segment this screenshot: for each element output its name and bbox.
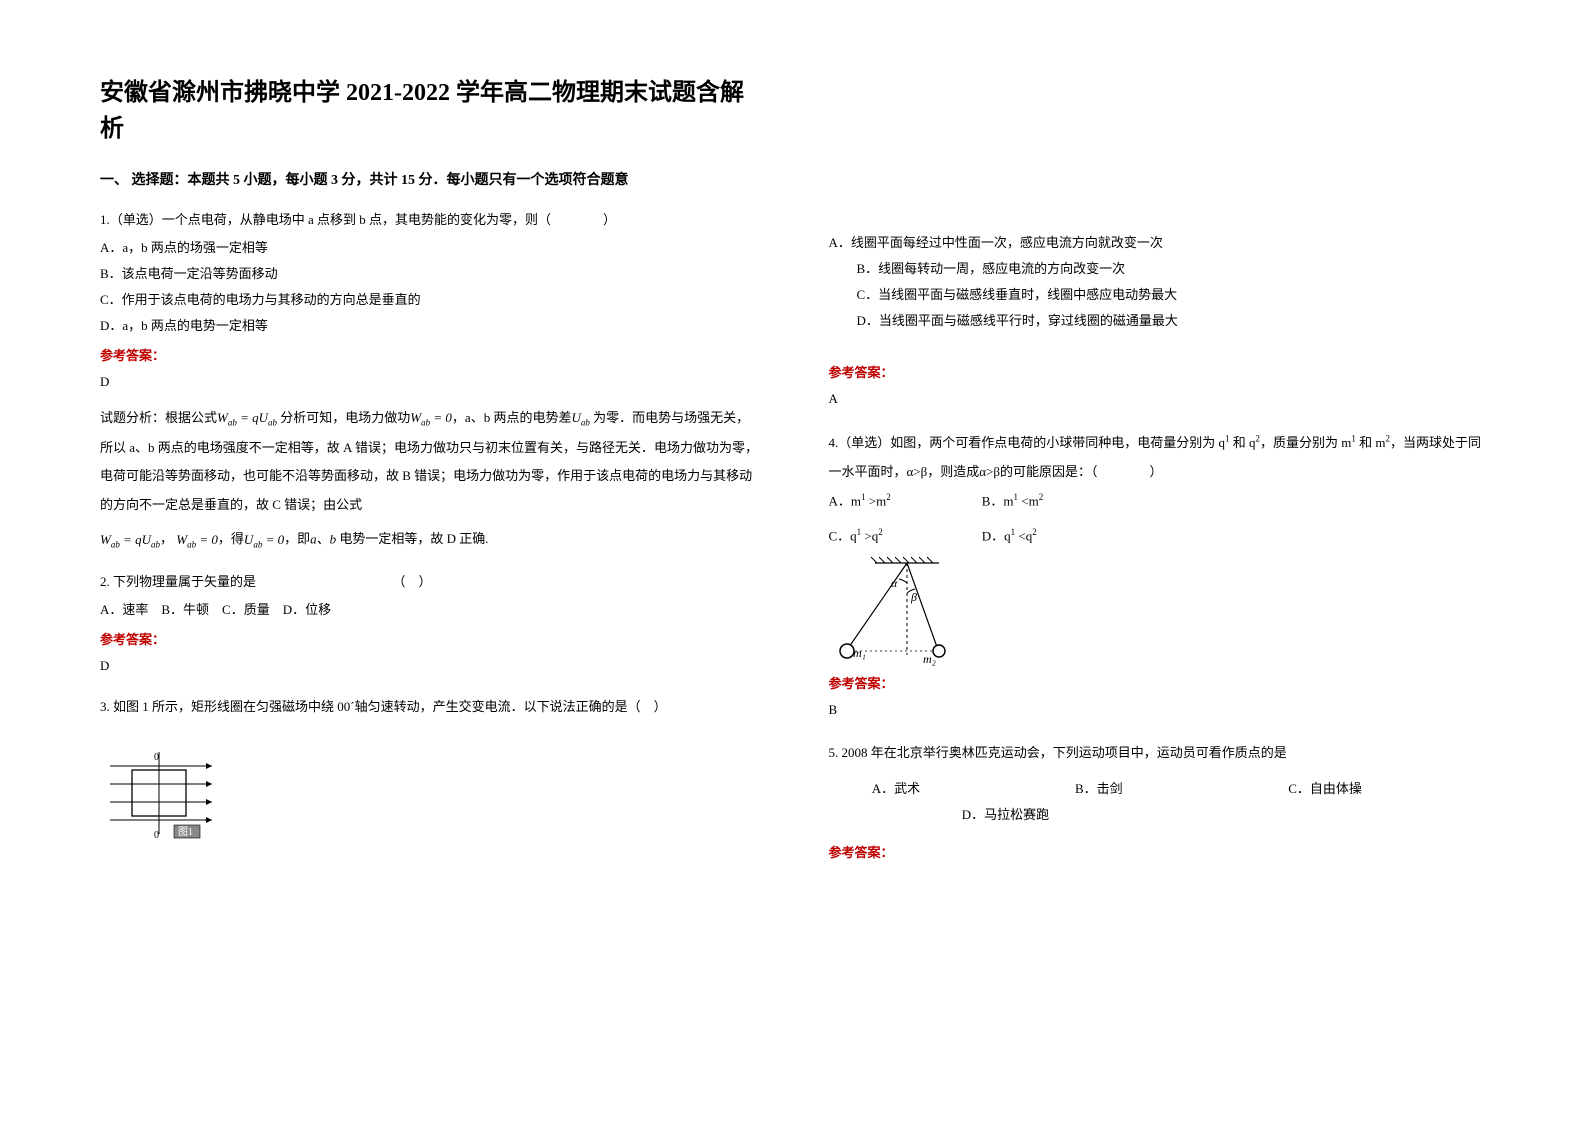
formula-uab-0: Uab = 0 — [244, 532, 284, 547]
question-4: 4.（单选）如图，两个可看作点电荷的小球带同种电，电荷量分别为 q1 和 q2，… — [829, 429, 1488, 732]
q1-answer-label: 参考答案： — [100, 345, 759, 364]
question-2: 2. 下列物理量属于矢量的是 （ ） A．速率 B．牛顿 C．质量 D．位移 参… — [100, 569, 759, 688]
q1-l2-sep3: ，即 — [284, 531, 310, 546]
q3-stem: 3. 如图 1 所示，矩形线圈在匀强磁场中绕 00´轴匀速转动，产生交变电流．以… — [100, 696, 759, 718]
svg-text:m₂: m₂ — [923, 652, 936, 666]
q3-diagram: 0 0 图1 — [104, 748, 759, 840]
coil-field-diagram-svg: 0 0 图1 — [104, 748, 224, 840]
question-3-options: A．线圈平面每经过中性面一次，感应电流方向就改变一次 B．线圈每转动一周，感应电… — [829, 230, 1488, 421]
q3-option-d: D．当线圈平面与磁感线平行时，穿过线圈的磁通量最大 — [829, 308, 1488, 334]
q1-l2-sep2: ，得 — [218, 531, 244, 546]
right-column: A．线圈平面每经过中性面一次，感应电流方向就改变一次 B．线圈每转动一周，感应电… — [829, 75, 1488, 1047]
q1-l2-sep1: ， — [160, 531, 173, 546]
diagram-label: 图1 — [178, 826, 193, 838]
q5-option-b: B．击剑 — [1075, 776, 1285, 802]
q4-option-d: D．q1 <q2 — [982, 523, 1037, 549]
formula-wab-quab-2: Wab = qUab — [100, 532, 160, 547]
question-1: 1.（单选）一个点电荷，从静电场中 a 点移到 b 点，其电势能的变化为零，则（… — [100, 207, 759, 561]
q1-option-a: A．a，b 两点的场强一定相等 — [100, 235, 759, 261]
svg-text:0: 0 — [154, 830, 159, 840]
q4-options-row1: A．m1 >m2 B．m1 <m2 — [829, 488, 1488, 514]
section-1-heading: 一、 选择题：本题共 5 小题，每小题 3 分，共计 15 分．每小题只有一个选… — [100, 169, 759, 189]
q1-l2-end: 电势一定相等，故 D 正确. — [336, 531, 488, 546]
question-5: 5. 2008 年在北京举行奥林匹克运动会，下列运动项目中，运动员可看作质点的是… — [829, 740, 1488, 871]
q5-option-c: C．自由体操 — [1288, 781, 1362, 796]
q4-option-a: A．m1 >m2 — [829, 488, 979, 514]
q4-stem: 4.（单选）如图，两个可看作点电荷的小球带同种电，电荷量分别为 q1 和 q2，… — [829, 429, 1488, 486]
q2-options: A．速率 B．牛顿 C．质量 D．位移 — [100, 597, 759, 623]
q4-answer-label: 参考答案： — [829, 673, 1488, 692]
pendulum-diagram-svg: α β m₁ m₂ — [829, 555, 979, 667]
q3-answer-label: 参考答案： — [829, 362, 1488, 381]
q2-answer-label: 参考答案： — [100, 629, 759, 648]
q3-option-a: A．线圈平面每经过中性面一次，感应电流方向就改变一次 — [829, 230, 1488, 256]
q5-option-a: A．武术 — [872, 776, 1072, 802]
formula-uab-1: Uab — [571, 410, 589, 425]
formula-wab-0-2: Wab = 0 — [176, 532, 218, 547]
q4-answer: B — [829, 702, 1488, 718]
q1-explanation-line2: Wab = qUab， Wab = 0，得Uab = 0，即a、b 电势一定相等… — [100, 525, 759, 555]
q4-option-c: C．q1 >q2 — [829, 523, 979, 549]
q2-answer: D — [100, 658, 759, 674]
q1-option-d: D．a，b 两点的电势一定相等 — [100, 313, 759, 339]
q1-option-b: B．该点电荷一定沿等势面移动 — [100, 261, 759, 287]
q1-stem: 1.（单选）一个点电荷，从静电场中 a 点移到 b 点，其电势能的变化为零，则（… — [100, 207, 759, 233]
q5-stem: 5. 2008 年在北京举行奥林匹克运动会，下列运动项目中，运动员可看作质点的是 — [829, 740, 1488, 766]
q4-diagram: α β m₁ m₂ — [829, 555, 1488, 667]
left-column: 安徽省滁州市拂晓中学 2021-2022 学年高二物理期末试题含解析 一、 选择… — [100, 75, 759, 1047]
q1-explanation: 试题分析：根据公式Wab = qUab 分析可知，电场力做功Wab = 0，a、… — [100, 404, 759, 519]
q1-exp-text-2: 分析可知，电场力做功 — [277, 410, 410, 425]
q3-option-c: C．当线圈平面与磁感线垂直时，线圈中感应电动势最大 — [829, 282, 1488, 308]
svg-text:m₁: m₁ — [853, 646, 866, 660]
q5-answer-label: 参考答案： — [829, 842, 1488, 861]
q1-option-c: C．作用于该点电荷的电场力与其移动的方向总是垂直的 — [100, 287, 759, 313]
q3-answer: A — [829, 391, 1488, 407]
q2-stem: 2. 下列物理量属于矢量的是 （ ） — [100, 569, 759, 595]
q5-option-d: D．马拉松赛跑 — [962, 807, 1049, 822]
svg-text:β: β — [910, 590, 917, 604]
q4-options-row2: C．q1 >q2 D．q1 <q2 — [829, 523, 1488, 549]
formula-ab: a、b — [310, 532, 336, 547]
q5-options-row1: A．武术 B．击剑 C．自由体操 — [829, 776, 1488, 802]
q1-exp-text-1: 试题分析：根据公式 — [100, 410, 217, 425]
formula-wab-0-1: Wab = 0 — [410, 410, 452, 425]
question-3: 3. 如图 1 所示，矩形线圈在匀强磁场中绕 00´轴匀速转动，产生交变电流．以… — [100, 696, 759, 840]
q5-options-row2: D．马拉松赛跑 — [829, 802, 1488, 828]
svg-text:α: α — [891, 576, 898, 590]
q3-option-b: B．线圈每转动一周，感应电流的方向改变一次 — [829, 256, 1488, 282]
q1-exp-text-3: ，a、b 两点的电势差 — [452, 410, 572, 425]
formula-wab-quab-1: Wab = qUab — [217, 410, 277, 425]
svg-text:0: 0 — [154, 752, 159, 763]
document-title: 安徽省滁州市拂晓中学 2021-2022 学年高二物理期末试题含解析 — [100, 75, 759, 147]
q1-answer: D — [100, 374, 759, 390]
q4-option-b: B．m1 <m2 — [982, 488, 1044, 514]
